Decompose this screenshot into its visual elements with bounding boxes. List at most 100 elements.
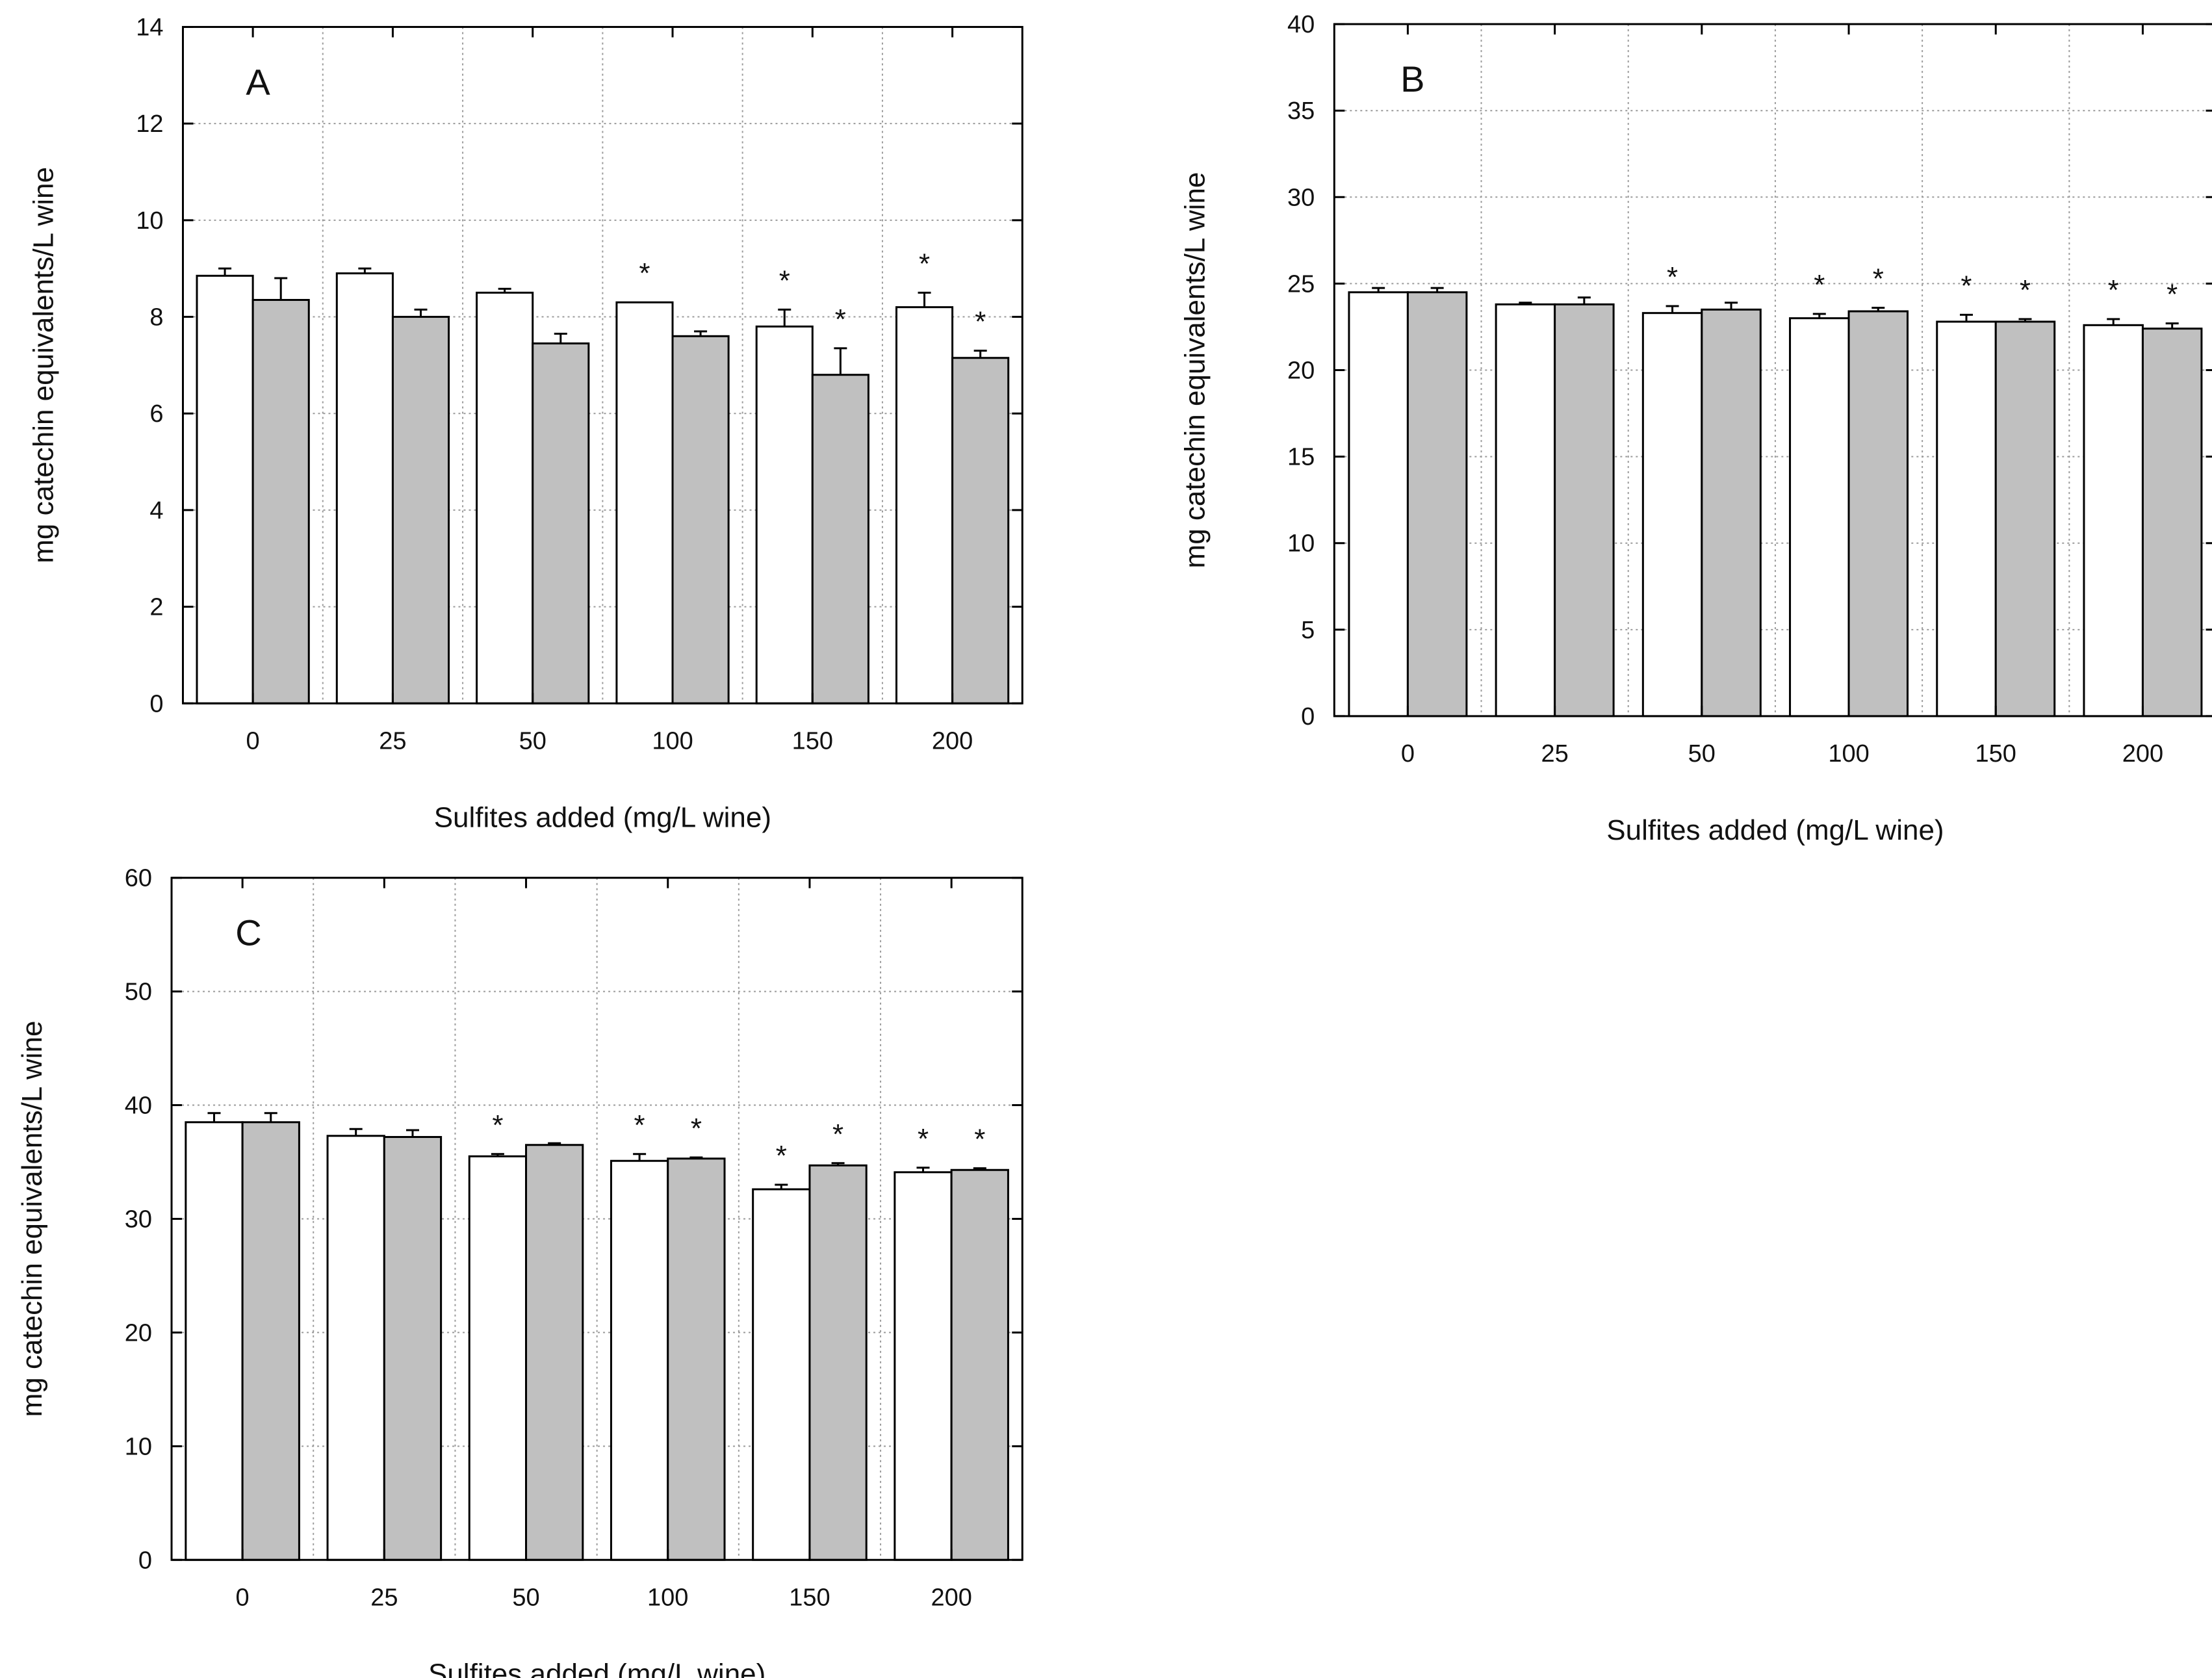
chart-c-bar bbox=[525, 1144, 584, 1561]
chart-a-bar bbox=[476, 291, 534, 704]
chart-a-bar bbox=[811, 374, 869, 704]
chart-a-bar bbox=[251, 299, 310, 704]
chart-b-y-tick-label: 30 bbox=[1287, 184, 1315, 211]
chart-b-significance-mark: * bbox=[1873, 263, 1884, 295]
chart-c-bar bbox=[383, 1136, 443, 1561]
chart-b-bar bbox=[1554, 303, 1615, 717]
chart-b-bar bbox=[1994, 320, 2056, 717]
chart-c-y-tick-label: 60 bbox=[125, 865, 152, 892]
chart-b-y-tick-label: 0 bbox=[1301, 703, 1315, 730]
chart-a-frame bbox=[181, 25, 1023, 704]
chart-b-y-tick-label: 15 bbox=[1287, 444, 1315, 471]
chart-c-x-tick-label: 100 bbox=[647, 1584, 688, 1611]
chart-a-y-tick-label: 4 bbox=[149, 497, 163, 524]
chart-c-significance-mark: * bbox=[634, 1109, 645, 1141]
chart-b-x-tick-label: 200 bbox=[2122, 740, 2163, 768]
chart-b-significance-mark: * bbox=[2020, 274, 2031, 306]
chart-a-bar bbox=[335, 272, 394, 704]
chart-c-x-tick-label: 200 bbox=[931, 1584, 971, 1611]
chart-c-bar bbox=[894, 1171, 953, 1561]
chart-a-bar bbox=[532, 342, 590, 704]
chart-a-x-tick-label: 200 bbox=[932, 727, 973, 755]
chart-a-bar bbox=[196, 274, 254, 704]
chart-a-y-tick-label: 14 bbox=[136, 14, 163, 41]
chart-b-bar bbox=[1701, 308, 1762, 717]
chart-b-x-tick-label: 150 bbox=[1975, 740, 2016, 768]
chart-b-y-tick-label: 25 bbox=[1287, 270, 1315, 298]
chart-a-x-tick-label: 150 bbox=[792, 727, 833, 755]
chart-a-x-tick-label: 50 bbox=[519, 727, 547, 755]
chart-b-x-tick-label: 25 bbox=[1541, 740, 1568, 768]
chart-b-y-tick-label: 20 bbox=[1287, 357, 1315, 385]
chart-a-bar bbox=[671, 335, 730, 704]
chart-b-y-tick-label: 5 bbox=[1301, 617, 1315, 644]
chart-c-y-tick-label: 30 bbox=[125, 1206, 152, 1233]
chart-c-x-tick-label: 150 bbox=[789, 1584, 830, 1611]
chart-c-significance-mark: * bbox=[832, 1118, 843, 1150]
chart-b-bar bbox=[2083, 324, 2144, 717]
chart-c-panel-label: C bbox=[235, 912, 261, 953]
chart-b-bar bbox=[1348, 291, 1409, 717]
chart-c-bar bbox=[610, 1159, 669, 1561]
chart-c-x-tick-label: 0 bbox=[236, 1584, 250, 1611]
chart-c-bar bbox=[667, 1157, 726, 1561]
chart-c-bar bbox=[950, 1168, 1009, 1561]
chart-c-bar bbox=[185, 1121, 244, 1561]
chart-c-y-axis-title: mg catechin equivalents/L wine bbox=[16, 1021, 48, 1417]
chart-c-y-tick-label: 40 bbox=[125, 1092, 152, 1120]
chart-b-y-tick-label: 10 bbox=[1287, 530, 1315, 558]
chart-b-bar bbox=[1847, 310, 1909, 717]
chart-a-y-tick-label: 2 bbox=[149, 594, 163, 621]
chart-c-bar bbox=[241, 1121, 300, 1561]
chart-c-y-tick-label: 20 bbox=[125, 1319, 152, 1347]
chart-c-bar bbox=[468, 1155, 528, 1561]
chart-b-panel-label: B bbox=[1400, 58, 1424, 99]
chart-b-bar bbox=[1495, 303, 1556, 717]
chart-b-bar bbox=[2141, 328, 2203, 717]
chart-a-bar bbox=[755, 325, 814, 704]
chart-a-y-tick-label: 8 bbox=[149, 304, 163, 331]
chart-c-y-tick-label: 0 bbox=[138, 1547, 152, 1574]
chart-a: 0 25 50 * 100 * * 150 * * 200 0 2 4 6 8 10 12 14 A Sulfites … bbox=[27, 14, 1023, 833]
chart-a-significance-mark: * bbox=[639, 257, 650, 289]
chart-c-significance-mark: * bbox=[691, 1113, 702, 1144]
chart-a-y-tick-label: 0 bbox=[149, 690, 163, 717]
chart-c: 0 25 * 50 * * 100 * * 150 * * 200 0 10 20 30 40 50 60 C Sulfi… bbox=[16, 865, 1023, 1678]
chart-b-y-axis-title: mg catechin equivalents/L wine bbox=[1179, 172, 1211, 569]
chart-b-bar bbox=[1641, 312, 1703, 717]
chart-a-significance-mark: * bbox=[975, 306, 986, 338]
chart-b-significance-mark: * bbox=[2108, 274, 2119, 306]
chart-b-x-tick-label: 50 bbox=[1688, 740, 1716, 768]
chart-b: 0 25 * 50 * * 100 * * 150 * * 200 0 5 10 15 20 25 30 35 40 B Su… bbox=[1179, 11, 2212, 846]
chart-a-significance-mark: * bbox=[919, 248, 930, 279]
chart-b-y-tick-label: 35 bbox=[1287, 97, 1315, 125]
chart-a-y-tick-label: 12 bbox=[136, 110, 163, 138]
chart-a-panel-label: A bbox=[246, 61, 270, 102]
chart-c-x-tick-label: 25 bbox=[370, 1584, 398, 1611]
chart-a-y-tick-label: 10 bbox=[136, 207, 163, 235]
chart-a-y-tick-label: 6 bbox=[149, 400, 163, 428]
chart-b-significance-mark: * bbox=[1667, 261, 1678, 293]
chart-b-x-tick-label: 100 bbox=[1828, 740, 1869, 768]
chart-a-bar bbox=[895, 306, 954, 704]
chart-c-bar bbox=[808, 1164, 868, 1561]
chart-b-significance-mark: * bbox=[1814, 269, 1825, 301]
chart-b-y-tick-label: 40 bbox=[1287, 11, 1315, 38]
chart-c-bar bbox=[326, 1135, 385, 1561]
chart-a-x-tick-label: 100 bbox=[652, 727, 693, 755]
chart-a-bar bbox=[615, 301, 674, 704]
chart-c-x-axis-title: Sulfites added (mg/L wine) bbox=[428, 1658, 765, 1678]
chart-b-x-tick-label: 0 bbox=[1401, 740, 1415, 768]
chart-c-y-tick-label: 50 bbox=[125, 979, 152, 1006]
chart-b-x-axis-title: Sulfites added (mg/L wine) bbox=[1606, 814, 1944, 846]
chart-a-x-tick-label: 25 bbox=[379, 727, 406, 755]
chart-c-significance-mark: * bbox=[918, 1123, 929, 1155]
chart-a-bar bbox=[391, 316, 450, 704]
chart-c-significance-mark: * bbox=[492, 1109, 503, 1141]
chart-b-bar bbox=[1406, 291, 1468, 717]
chart-a-y-axis-title: mg catechin equivalents/L wine bbox=[27, 167, 59, 563]
chart-c-bar bbox=[752, 1188, 811, 1561]
chart-c-significance-mark: * bbox=[776, 1140, 787, 1172]
chart-b-significance-mark: * bbox=[1961, 270, 1972, 302]
